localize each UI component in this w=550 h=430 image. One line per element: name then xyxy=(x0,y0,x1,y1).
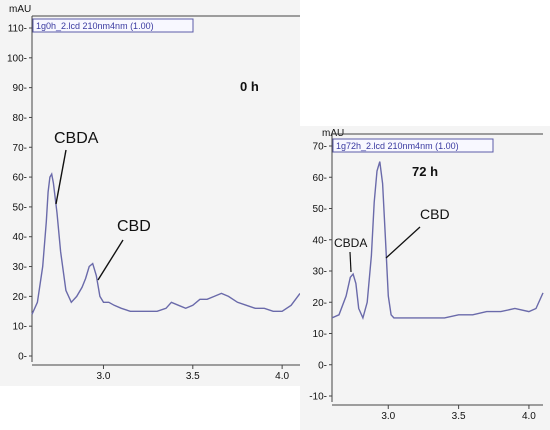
trace-label: 1g0h_2.lcd 210nm4nm (1.00) xyxy=(36,21,154,31)
y-tick-label: 70- xyxy=(313,142,327,153)
y-tick-label: 50- xyxy=(313,204,327,215)
x-tick-label: 3.5 xyxy=(452,411,466,422)
y-tick-label: 0- xyxy=(18,352,27,363)
x-tick-label: 3.0 xyxy=(381,411,395,422)
annotation-cbda: CBDA xyxy=(54,130,99,147)
annotation-cbda-pointer xyxy=(55,149,67,205)
y-tick-label: 80- xyxy=(13,113,27,124)
y-tick-label: 20- xyxy=(313,298,327,309)
y-tick-label: 0- xyxy=(318,360,327,371)
y-tick-label: 40- xyxy=(13,232,27,243)
trace-label-box xyxy=(332,138,494,153)
chromatogram-line xyxy=(331,161,544,320)
y-tick-label: 30- xyxy=(13,262,27,273)
time-label: 72 h xyxy=(412,164,438,179)
y-tick-label: 60- xyxy=(313,173,327,184)
y-tick-label: -10- xyxy=(309,392,327,403)
x-tick-label: 3.5 xyxy=(186,371,200,382)
y-tick-label: 70- xyxy=(13,143,27,154)
trace-label: 1g72h_2.lcd 210nm4nm (1.00) xyxy=(336,141,459,151)
annotation-cbd-pointer xyxy=(97,239,124,281)
annotation-cbda-pointer xyxy=(349,251,352,273)
chart-panel-72h: mAU -10-0-10-20-30-40-50-60-70-3.0 3.5 4.0… xyxy=(300,126,550,430)
annotation-cbd-pointer xyxy=(385,226,421,259)
y-tick-label: 90- xyxy=(13,83,27,94)
annotation-cbd: CBD xyxy=(420,206,450,222)
y-tick-label: 50- xyxy=(13,202,27,213)
time-label: 0 h xyxy=(240,79,259,94)
chromatogram-line xyxy=(31,172,301,315)
y-tick-label: 110- xyxy=(8,24,27,35)
annotation-cbd: CBD xyxy=(117,218,151,235)
panel-background xyxy=(300,126,550,430)
trace-label-box xyxy=(32,18,194,33)
x-tick-label: 4.0 xyxy=(275,371,289,382)
chart-panel-0h: mAU 0- 10- 20- 30- 40- 50- 60- 70- 80- 90- 100- 110… xyxy=(0,0,301,386)
chart-axes: -10- 0- 10- 20- 30- 40- 50- 60- 70- 3.0 3.5 4.0 xyxy=(309,133,543,422)
y-tick-label: 30- xyxy=(313,267,327,278)
annotation-cbda: CBDA xyxy=(334,236,367,250)
y-tick-label: 10- xyxy=(13,322,27,333)
y-tick-label: 10- xyxy=(313,329,327,340)
y-tick-label: 60- xyxy=(13,173,27,184)
y-tick-label: 20- xyxy=(13,292,27,303)
chart-axes: 0- 10- 20- 30- 40- 50- 60- 70- 80- 90- 100- 110- 3.0… xyxy=(7,15,300,382)
unit-label: mAU xyxy=(9,4,31,15)
x-tick-label: 4.0 xyxy=(522,411,536,422)
y-tick-label: 100- xyxy=(7,53,27,64)
y-tick-label: 40- xyxy=(313,235,327,246)
x-tick-label: 3.0 xyxy=(97,371,111,382)
panel-background xyxy=(0,0,300,386)
